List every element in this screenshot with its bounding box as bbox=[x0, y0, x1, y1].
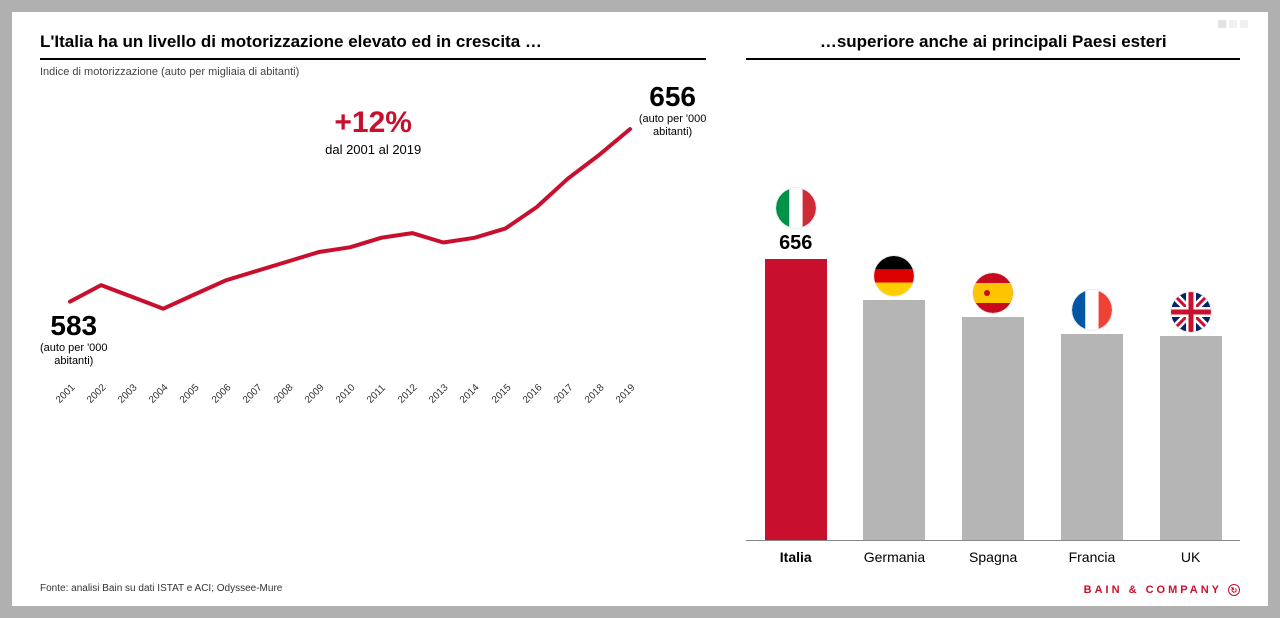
pager bbox=[1218, 20, 1248, 28]
left-title: L'Italia ha un livello di motorizzazione… bbox=[40, 32, 706, 60]
fr-flag-icon bbox=[1072, 290, 1112, 330]
bar-category-labels: Italia Germania Spagna Francia UK bbox=[746, 549, 1240, 565]
start-value: 583 bbox=[40, 310, 108, 342]
x-tick: 2007 bbox=[241, 382, 265, 406]
brand-icon: ↻ bbox=[1228, 584, 1240, 596]
end-unit-1: (auto per '000 bbox=[639, 113, 707, 126]
x-tick: 2010 bbox=[334, 382, 358, 406]
it-flag-icon bbox=[776, 188, 816, 228]
end-value-label: 656 (auto per '000 abitanti) bbox=[639, 81, 707, 139]
brand-logo: BAIN & COMPANY ↻ bbox=[1084, 584, 1240, 596]
bar-germania bbox=[859, 256, 929, 540]
brand-text: BAIN & COMPANY bbox=[1084, 584, 1222, 596]
x-tick: 2004 bbox=[147, 382, 171, 406]
line-chart: +12% dal 2001 al 2019 583 (auto per '000… bbox=[40, 86, 706, 565]
bar-rect bbox=[863, 300, 925, 540]
x-tick: 2015 bbox=[490, 382, 514, 406]
growth-period: dal 2001 al 2019 bbox=[325, 142, 421, 157]
growth-callout: +12% dal 2001 al 2019 bbox=[325, 106, 421, 157]
bar-category: UK bbox=[1156, 549, 1226, 565]
x-tick: 2003 bbox=[116, 382, 140, 406]
italy-bar-value: 656 bbox=[779, 232, 812, 255]
bar-spagna bbox=[958, 273, 1028, 540]
x-tick: 2019 bbox=[614, 382, 638, 406]
x-tick: 2001 bbox=[54, 382, 78, 406]
bar-rect bbox=[1160, 336, 1222, 540]
x-tick: 2014 bbox=[458, 382, 482, 406]
slide: L'Italia ha un livello di motorizzazione… bbox=[12, 12, 1268, 606]
x-tick: 2002 bbox=[85, 382, 109, 406]
bar-francia bbox=[1057, 290, 1127, 540]
end-value: 656 bbox=[639, 81, 707, 113]
x-tick: 2006 bbox=[210, 382, 234, 406]
de-flag-icon bbox=[874, 256, 914, 296]
x-tick: 2011 bbox=[365, 383, 388, 406]
x-tick: 2008 bbox=[272, 382, 296, 406]
x-tick: 2005 bbox=[178, 382, 202, 406]
bar-category: Spagna bbox=[958, 549, 1028, 565]
start-unit-1: (auto per '000 bbox=[40, 342, 108, 355]
x-tick: 2012 bbox=[396, 382, 420, 406]
source-note: Fonte: analisi Bain su dati ISTAT e ACI;… bbox=[40, 583, 1240, 594]
bar-category: Germania bbox=[859, 549, 929, 565]
left-panel: L'Italia ha un livello di motorizzazione… bbox=[40, 32, 706, 565]
end-unit-2: abitanti) bbox=[639, 126, 707, 139]
content-row: L'Italia ha un livello di motorizzazione… bbox=[40, 32, 1240, 565]
growth-percent: +12% bbox=[325, 106, 421, 140]
start-unit-2: abitanti) bbox=[40, 355, 108, 368]
bar-rect bbox=[962, 317, 1024, 540]
right-panel: …superiore anche ai principali Paesi est… bbox=[746, 32, 1240, 565]
start-value-label: 583 (auto per '000 abitanti) bbox=[40, 310, 108, 368]
bar-uk bbox=[1156, 292, 1226, 540]
left-subtitle: Indice di motorizzazione (auto per migli… bbox=[40, 66, 706, 78]
bar-rect bbox=[1061, 334, 1123, 540]
bar-chart: 656 bbox=[746, 66, 1240, 541]
x-tick: 2017 bbox=[552, 382, 576, 406]
es-flag-icon bbox=[973, 273, 1013, 313]
x-tick: 2018 bbox=[583, 382, 607, 406]
bar-rect bbox=[765, 259, 827, 540]
bar-category: Francia bbox=[1057, 549, 1127, 565]
bar-category: Italia bbox=[761, 549, 831, 565]
right-title: …superiore anche ai principali Paesi est… bbox=[746, 32, 1240, 60]
bar-italia: 656 bbox=[761, 188, 831, 540]
uk-flag-icon bbox=[1171, 292, 1211, 332]
x-tick: 2009 bbox=[303, 382, 327, 406]
x-tick: 2016 bbox=[521, 382, 545, 406]
x-tick: 2013 bbox=[427, 382, 451, 406]
